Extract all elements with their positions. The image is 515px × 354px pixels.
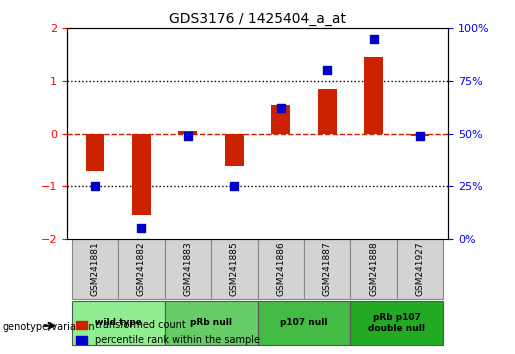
Bar [318, 89, 336, 133]
Text: GSM241881: GSM241881 [90, 241, 99, 296]
Bar [271, 104, 290, 133]
Bar [225, 133, 244, 166]
Text: GSM241885: GSM241885 [230, 241, 239, 296]
Title: GDS3176 / 1425404_a_at: GDS3176 / 1425404_a_at [169, 12, 346, 26]
Text: genotype/variation: genotype/variation [3, 322, 95, 332]
Text: GSM241888: GSM241888 [369, 241, 378, 296]
FancyBboxPatch shape [350, 239, 397, 299]
FancyBboxPatch shape [165, 239, 211, 299]
Point [416, 133, 424, 138]
Bar [179, 131, 197, 133]
Point [277, 105, 285, 111]
FancyBboxPatch shape [304, 239, 350, 299]
Bar [132, 133, 150, 215]
FancyBboxPatch shape [258, 239, 304, 299]
FancyBboxPatch shape [350, 301, 443, 344]
FancyBboxPatch shape [72, 239, 118, 299]
Point [137, 225, 145, 231]
Point [184, 133, 192, 138]
Text: GSM241927: GSM241927 [416, 241, 425, 296]
FancyBboxPatch shape [72, 301, 165, 344]
Legend: transformed count, percentile rank within the sample: transformed count, percentile rank withi… [72, 316, 264, 349]
FancyBboxPatch shape [118, 239, 165, 299]
Point [323, 68, 331, 73]
Bar [411, 133, 430, 136]
FancyBboxPatch shape [211, 239, 258, 299]
FancyBboxPatch shape [397, 239, 443, 299]
Bar [365, 57, 383, 133]
Text: GSM241887: GSM241887 [323, 241, 332, 296]
Bar [85, 133, 104, 171]
Text: GSM241882: GSM241882 [137, 241, 146, 296]
Point [230, 183, 238, 189]
Text: pRb null: pRb null [190, 318, 232, 327]
FancyBboxPatch shape [165, 301, 258, 344]
Point [370, 36, 378, 42]
FancyBboxPatch shape [258, 301, 350, 344]
Text: wild type: wild type [95, 318, 142, 327]
Text: p107 null: p107 null [280, 318, 328, 327]
Text: GSM241883: GSM241883 [183, 241, 192, 296]
Text: GSM241886: GSM241886 [276, 241, 285, 296]
Point [91, 183, 99, 189]
Text: pRb p107
double null: pRb p107 double null [368, 313, 425, 332]
